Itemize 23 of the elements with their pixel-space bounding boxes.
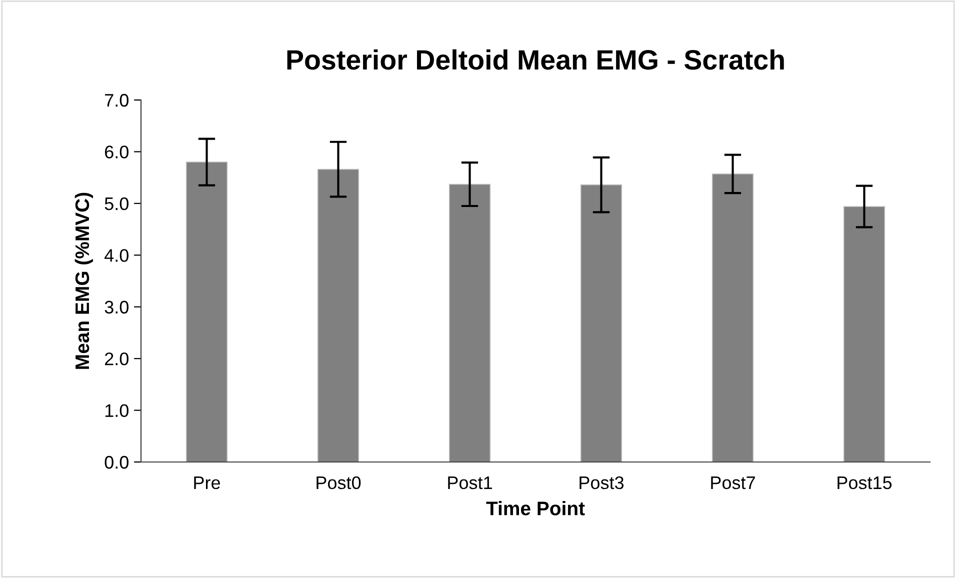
bar [317, 168, 360, 462]
x-axis-title: Time Point [486, 501, 585, 516]
y-tick-label: 2.0 [105, 352, 128, 366]
y-axis-title: Mean EMG (%MVC) [74, 192, 93, 369]
y-tick-label: 1.0 [105, 404, 128, 418]
bar [186, 162, 228, 462]
y-tick-label: 4.0 [104, 249, 128, 262]
bar [843, 206, 886, 462]
y-tick-label: 0.0 [104, 456, 128, 469]
chart-title: Posterior Deltoid Mean EMG - Scratch [287, 49, 784, 70]
y-tick-label: 7.0 [105, 94, 128, 107]
y-tick-label: 3.0 [104, 300, 128, 314]
x-tick-label: Pre [194, 476, 220, 490]
x-tick-label: Post1 [448, 476, 492, 490]
x-tick-label: Post7 [711, 476, 755, 490]
bar [580, 184, 622, 462]
x-tick-label: Post15 [838, 476, 892, 490]
x-tick-label: Post3 [580, 476, 624, 490]
x-tick-label: Post0 [316, 476, 361, 490]
y-tick-label: 5.0 [104, 197, 128, 210]
bar [448, 184, 491, 462]
y-tick-label: 6.0 [105, 146, 128, 158]
bar [712, 174, 754, 462]
